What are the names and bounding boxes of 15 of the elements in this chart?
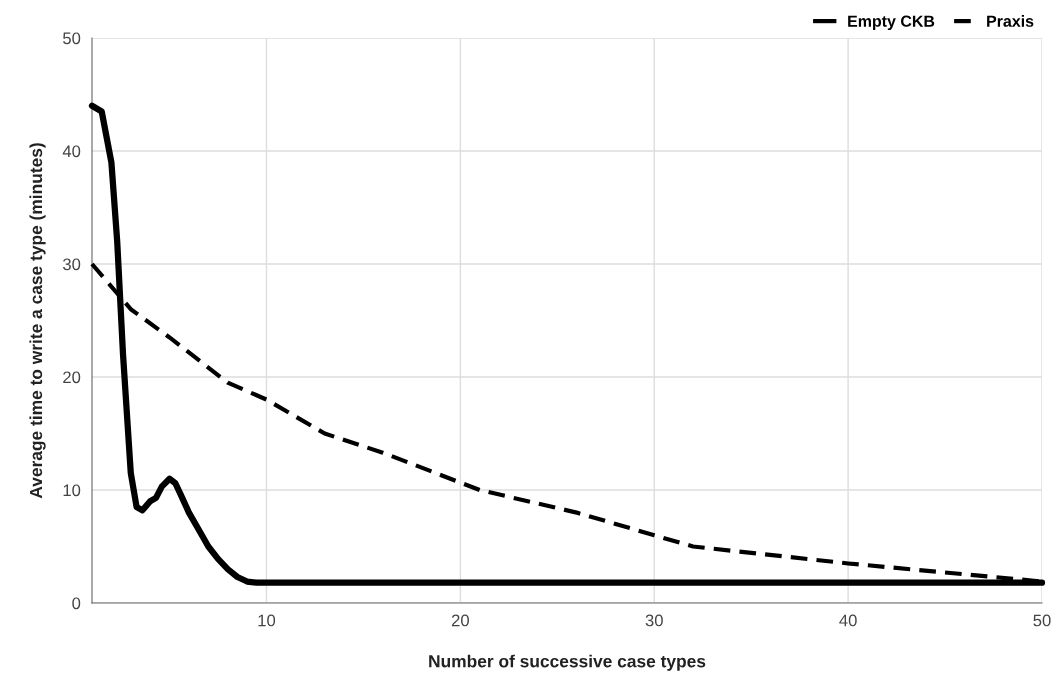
y-tick-label: 20 [63,371,81,384]
y-tick-label: 0 [72,597,81,610]
y-tick-label: 40 [62,145,81,158]
x-tick-label: 40 [839,614,857,627]
legend-label: Empty CKB [848,15,935,31]
x-tick-label: 20 [451,614,469,627]
legend-label: Praxis [987,15,1034,27]
x-tick-label: 10 [258,614,276,627]
x-tick-label: 30 [645,614,663,627]
y-axis-title: Average time to write a case type (minutes) [29,143,46,499]
x-tick-label: 50 [1033,614,1051,627]
y-tick-label: 50 [63,32,81,45]
y-tick-label: 10 [63,484,81,497]
x-axis-title: Number of successive case types [429,654,706,671]
y-tick-label: 30 [62,258,81,271]
